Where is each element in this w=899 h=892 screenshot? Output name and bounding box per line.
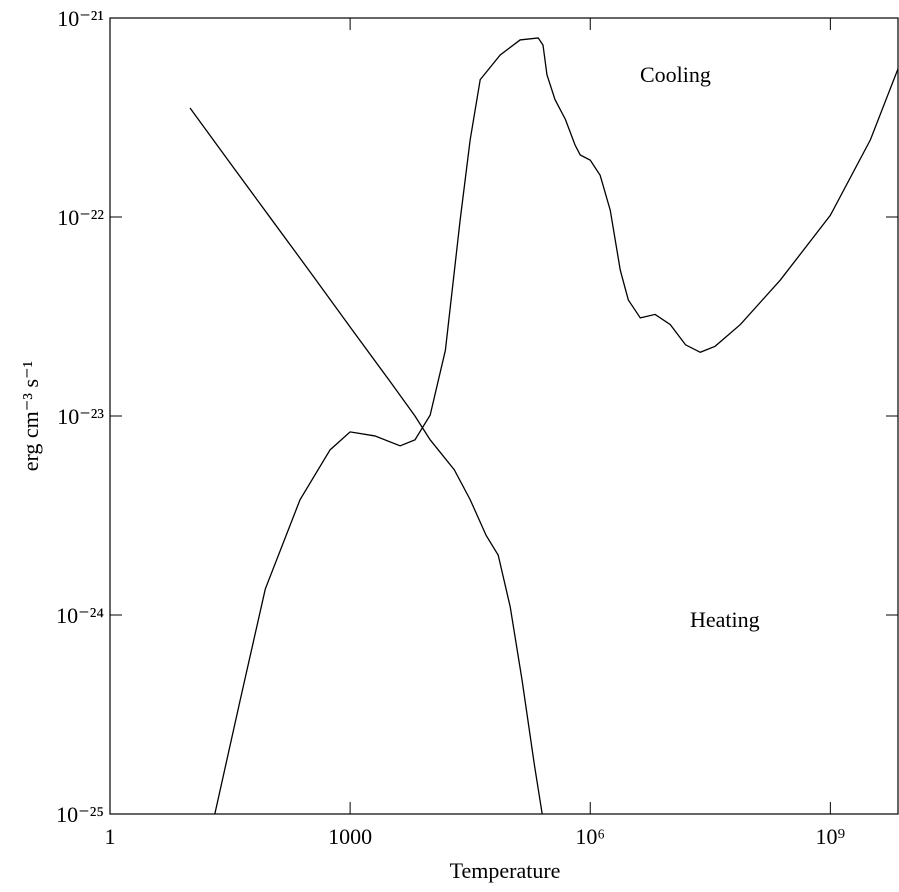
y-tick-label: 10⁻²⁵ [56, 802, 104, 827]
x-tick-label: 10⁶ [575, 824, 605, 849]
y-axis-label: erg cm⁻³ s⁻¹ [18, 361, 43, 472]
x-axis-label: Temperature [450, 858, 561, 883]
y-tick-label: 10⁻²³ [57, 404, 104, 429]
x-tick-label: 10⁹ [816, 824, 846, 849]
y-tick-label: 10⁻²¹ [57, 6, 104, 31]
curve [214, 37, 898, 814]
curve-label: Heating [690, 607, 760, 632]
y-tick-label: 10⁻²⁴ [56, 603, 104, 628]
x-tick-label: 1 [105, 824, 116, 849]
curve-label: Cooling [640, 62, 711, 87]
plot-frame [109, 17, 899, 815]
y-tick-label: 10⁻²² [57, 205, 104, 230]
curve [189, 107, 543, 814]
x-tick-label: 1000 [328, 824, 372, 849]
